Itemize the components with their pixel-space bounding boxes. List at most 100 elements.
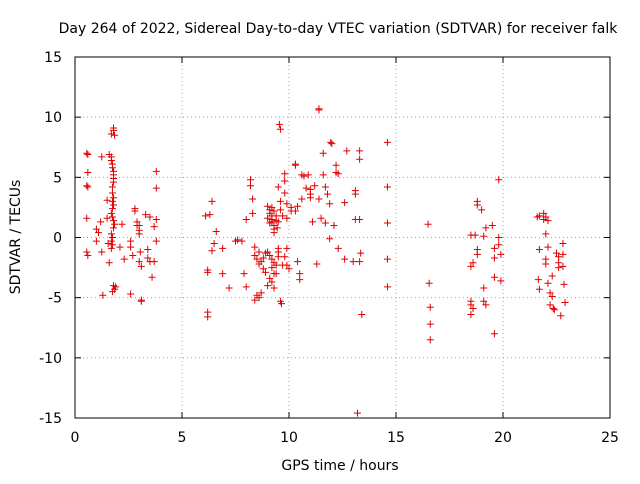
data-point bbox=[424, 220, 432, 228]
data-point bbox=[84, 252, 92, 260]
data-point bbox=[204, 313, 212, 321]
data-point bbox=[272, 261, 280, 269]
data-point bbox=[535, 212, 543, 220]
data-point bbox=[268, 278, 276, 286]
data-point bbox=[150, 223, 158, 231]
grid-lines bbox=[75, 57, 610, 418]
data-point bbox=[306, 194, 314, 202]
data-point bbox=[495, 234, 503, 241]
data-point bbox=[356, 258, 364, 266]
data-point bbox=[83, 182, 91, 190]
data-point bbox=[426, 336, 434, 344]
data-point bbox=[259, 265, 267, 273]
data-point bbox=[480, 284, 488, 292]
data-point bbox=[251, 243, 259, 251]
data-point bbox=[559, 262, 567, 270]
data-point bbox=[467, 262, 475, 270]
data-point bbox=[120, 255, 128, 263]
data-point bbox=[467, 301, 475, 309]
data-point bbox=[206, 211, 214, 219]
data-point bbox=[330, 221, 338, 229]
data-point bbox=[319, 149, 327, 157]
data-point bbox=[298, 195, 306, 203]
data-point bbox=[274, 183, 282, 191]
data-point bbox=[276, 197, 284, 205]
data-point bbox=[327, 138, 335, 146]
data-point bbox=[383, 138, 391, 146]
data-point bbox=[534, 276, 542, 284]
data-point bbox=[383, 255, 391, 263]
data-point bbox=[300, 172, 308, 180]
data-point bbox=[383, 283, 391, 291]
data-point bbox=[264, 214, 272, 222]
data-point bbox=[261, 268, 269, 276]
data-point bbox=[559, 240, 567, 248]
data-point bbox=[561, 298, 569, 306]
data-point bbox=[546, 301, 554, 309]
data-point bbox=[309, 218, 317, 226]
data-point bbox=[266, 219, 274, 227]
data-point bbox=[110, 224, 118, 232]
data-point bbox=[495, 176, 503, 184]
data-point bbox=[110, 217, 118, 225]
data-point bbox=[268, 264, 276, 272]
data-point bbox=[112, 283, 120, 291]
data-point bbox=[107, 244, 115, 252]
data-point bbox=[544, 243, 552, 251]
data-point bbox=[353, 409, 361, 417]
data-point bbox=[555, 264, 563, 272]
data-point bbox=[208, 197, 216, 205]
data-point bbox=[253, 255, 261, 263]
data-point bbox=[108, 197, 116, 205]
data-point bbox=[92, 225, 100, 233]
data-point bbox=[103, 214, 111, 222]
data-point bbox=[281, 170, 289, 178]
data-point bbox=[279, 212, 287, 220]
data-point bbox=[270, 284, 278, 292]
data-point bbox=[83, 149, 91, 157]
data-point bbox=[135, 230, 143, 238]
data-point bbox=[104, 240, 112, 248]
data-point bbox=[272, 270, 280, 278]
data-point bbox=[108, 288, 116, 296]
data-point bbox=[108, 213, 116, 221]
data-point bbox=[249, 195, 257, 203]
data-point bbox=[219, 270, 227, 278]
data-point bbox=[294, 258, 302, 266]
data-point bbox=[473, 250, 481, 258]
data-point bbox=[334, 244, 342, 252]
data-point bbox=[550, 306, 558, 314]
data-point bbox=[482, 301, 490, 309]
data-point bbox=[540, 209, 548, 217]
data-point bbox=[358, 311, 366, 319]
data-point bbox=[315, 106, 323, 114]
data-point bbox=[559, 250, 567, 258]
data-point bbox=[108, 234, 116, 241]
data-point bbox=[107, 230, 115, 238]
data-point bbox=[311, 182, 319, 190]
data-point bbox=[278, 300, 286, 308]
data-point bbox=[257, 289, 265, 297]
data-points bbox=[83, 105, 569, 417]
data-point bbox=[275, 120, 283, 128]
data-point bbox=[246, 182, 254, 190]
data-point bbox=[343, 147, 351, 155]
data-point bbox=[99, 291, 107, 299]
data-point bbox=[283, 214, 291, 222]
data-point bbox=[268, 203, 276, 211]
data-point bbox=[110, 126, 118, 134]
data-point bbox=[469, 304, 477, 312]
data-point bbox=[92, 237, 100, 245]
data-point bbox=[426, 320, 434, 328]
data-point bbox=[110, 178, 118, 186]
data-point bbox=[324, 190, 332, 198]
data-point bbox=[542, 260, 550, 268]
data-point bbox=[208, 247, 216, 255]
data-point bbox=[225, 284, 233, 292]
data-point bbox=[107, 130, 115, 138]
data-point bbox=[84, 183, 92, 191]
data-point bbox=[144, 246, 152, 254]
data-point bbox=[471, 231, 479, 239]
x-tick-label: 5 bbox=[178, 430, 187, 446]
data-point bbox=[535, 246, 543, 254]
